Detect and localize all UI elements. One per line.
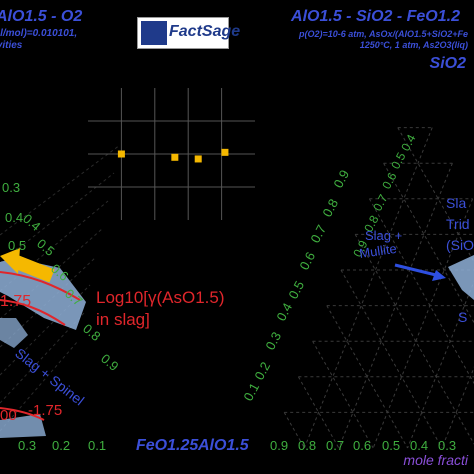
left-grid-line xyxy=(0,172,115,264)
left-axis-right-tick: 0.5 xyxy=(34,236,57,259)
right-bottom-tick: 0.5 xyxy=(382,438,400,453)
right-arrow-head xyxy=(432,270,446,281)
right-subtitle-2: 1250°C, 1 atm, As2O3(liq) xyxy=(359,40,468,50)
left-subtitle-2: ivities xyxy=(0,40,23,51)
right-bottom-tick: 0.4 xyxy=(410,438,428,453)
left-axis-tick: 0.3 xyxy=(2,180,20,195)
left-arrow xyxy=(11,254,55,283)
contour-line xyxy=(0,271,81,301)
right-top-tick: 0.5 xyxy=(388,150,408,172)
right-title: AlO1.5 - SiO2 - FeO1.2 xyxy=(291,8,460,25)
left-grid-line xyxy=(0,340,79,432)
right-region-label-1: Slag + xyxy=(365,228,402,243)
right-region-label-4: Trid xyxy=(446,216,470,232)
left-bottom-tick: 0.2 xyxy=(52,438,70,453)
mole-fraction-label: mole fracti xyxy=(403,452,468,468)
right-region-label-5: (SiO xyxy=(446,237,474,253)
left-grid-line xyxy=(0,312,85,404)
left-axis-tick: 0.5 xyxy=(8,238,26,253)
left-region-label: Slag + Spinel xyxy=(12,345,87,409)
left-axis-tick: 0.4 xyxy=(5,210,23,225)
right-left-tick: 0.8 xyxy=(319,196,341,219)
left-title: AlO1.5 - O2 xyxy=(0,8,83,25)
right-grid-line xyxy=(441,366,474,449)
contour-line xyxy=(0,407,45,421)
left-bottom-tick: 0.1 xyxy=(88,438,106,453)
right-top-tick: 0.7 xyxy=(370,192,390,214)
log-gamma-line-2: in slag] xyxy=(96,310,150,329)
right-grid-line xyxy=(297,376,340,449)
right-grid-line xyxy=(283,412,305,449)
contour-line xyxy=(0,299,66,326)
right-left-tick: 0.4 xyxy=(273,300,295,323)
right-grid-line xyxy=(340,269,443,449)
left-bottom-tick: 0.3 xyxy=(18,438,36,453)
left-axis-right-tick: 0.4 xyxy=(20,211,43,234)
feo-label: FeO1.25 xyxy=(136,437,199,454)
left-subtitle-1: ol/mol)=0.010101, xyxy=(0,28,78,39)
right-bottom-tick: 0.7 xyxy=(326,438,344,453)
right-left-tick: 0.1 xyxy=(240,380,262,403)
scatter-point xyxy=(117,150,125,158)
factsage-logo: FactSage xyxy=(137,17,240,49)
right-grid-line xyxy=(303,127,433,449)
scatter-point xyxy=(221,148,229,156)
contour-label-1: 1.75 xyxy=(0,293,31,310)
right-bottom-tick: 0.6 xyxy=(353,438,371,453)
left-region-fill-3 xyxy=(0,414,46,438)
right-grid-line xyxy=(372,198,474,449)
right-left-tick: 0.3 xyxy=(262,329,284,352)
right-left-tick: 0.9 xyxy=(330,167,352,190)
right-region-label-6: S xyxy=(458,309,467,325)
right-left-tick: 0.5 xyxy=(285,278,307,301)
left-grid-line xyxy=(0,256,97,348)
right-top-tick: 0.6 xyxy=(379,170,399,192)
right-region-label-2: Mullite xyxy=(358,241,397,261)
right-grid-line xyxy=(312,340,374,449)
right-bottom-tick: 0.8 xyxy=(298,438,316,453)
contour-label-3: 00 xyxy=(0,407,17,424)
alo-label: AlO1.5 xyxy=(198,437,249,454)
left-arrow-head xyxy=(0,248,20,274)
log-gamma-line-1: Log10[γ(AsO1.5) xyxy=(96,288,225,307)
right-bottom-tick: 0.9 xyxy=(270,438,288,453)
left-region-fill-2 xyxy=(0,318,28,348)
right-region-label-3: Sla xyxy=(446,195,466,211)
right-left-tick: 0.2 xyxy=(251,359,273,382)
right-top-tick: 0.4 xyxy=(398,132,418,154)
scatter-point xyxy=(194,155,202,163)
left-grid-line xyxy=(0,144,121,236)
right-bottom-tick: 0.3 xyxy=(438,438,456,453)
logo-mark xyxy=(141,21,167,45)
right-region-fill xyxy=(448,255,474,300)
right-grid-line xyxy=(397,127,474,263)
right-left-tick: 0.6 xyxy=(296,249,318,272)
sio2-apex-label: SiO2 xyxy=(429,55,466,72)
left-axis-right-tick: 0.9 xyxy=(98,351,121,374)
right-grid-line xyxy=(383,162,474,324)
right-arrow xyxy=(394,263,441,278)
contour-label-2: -1.75 xyxy=(28,402,62,419)
scatter-point xyxy=(171,153,179,161)
logo-text: FactSage xyxy=(169,23,241,40)
right-left-tick: 0.7 xyxy=(307,222,329,245)
log-gamma-label: Log10[γ(AsO1.5) in slag] xyxy=(96,287,225,331)
right-subtitle-1: p(O2)=10-6 atm, AsOx/(AlO1.5+SiO2+Fe xyxy=(299,29,468,39)
